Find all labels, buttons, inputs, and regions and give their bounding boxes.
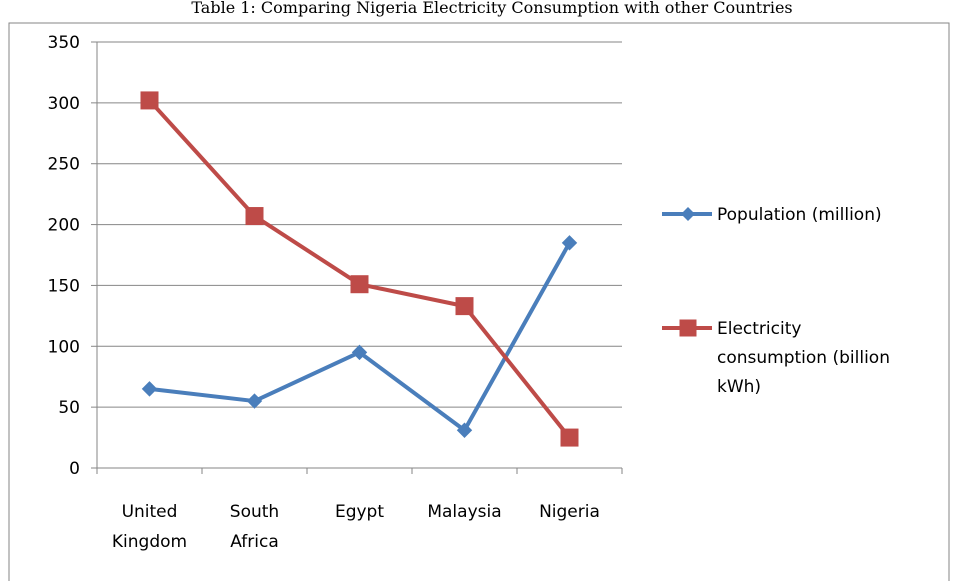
data-point-diamond [246, 393, 263, 409]
y-tick-label: 50 [58, 398, 80, 418]
y-tick-label: 150 [48, 276, 80, 296]
y-tick-label: 250 [48, 155, 80, 175]
legend-label: Population (million) [717, 205, 882, 225]
y-tick-label: 0 [69, 459, 80, 479]
data-point-square [140, 91, 159, 110]
legend-marker-square [679, 319, 697, 337]
legend-marker-diamond [681, 207, 695, 221]
y-tick-label: 300 [48, 94, 80, 114]
data-point-square [350, 275, 369, 294]
data-point-diamond [456, 422, 473, 438]
legend-label: Electricity [717, 319, 801, 339]
x-tick-label: United [122, 502, 178, 522]
data-point-square [455, 297, 474, 316]
x-tick-label: Africa [230, 532, 279, 552]
legend-label: kWh) [717, 377, 761, 397]
x-tick-label: Malaysia [427, 502, 501, 522]
x-tick-label: Nigeria [539, 502, 600, 522]
x-tick-label: Kingdom [112, 532, 187, 552]
chart-title: Table 1: Comparing Nigeria Electricity C… [191, 0, 792, 17]
legend-label: consumption (billion [717, 348, 890, 368]
x-tick-label: Egypt [335, 502, 384, 522]
data-point-square [245, 207, 264, 226]
data-point-diamond [561, 235, 578, 251]
data-point-square [560, 428, 579, 447]
y-tick-label: 200 [48, 216, 80, 236]
data-point-diamond [141, 381, 158, 397]
x-tick-label: South [230, 502, 279, 522]
data-point-diamond [351, 344, 368, 361]
y-tick-label: 100 [48, 337, 80, 357]
y-tick-label: 350 [48, 33, 80, 53]
